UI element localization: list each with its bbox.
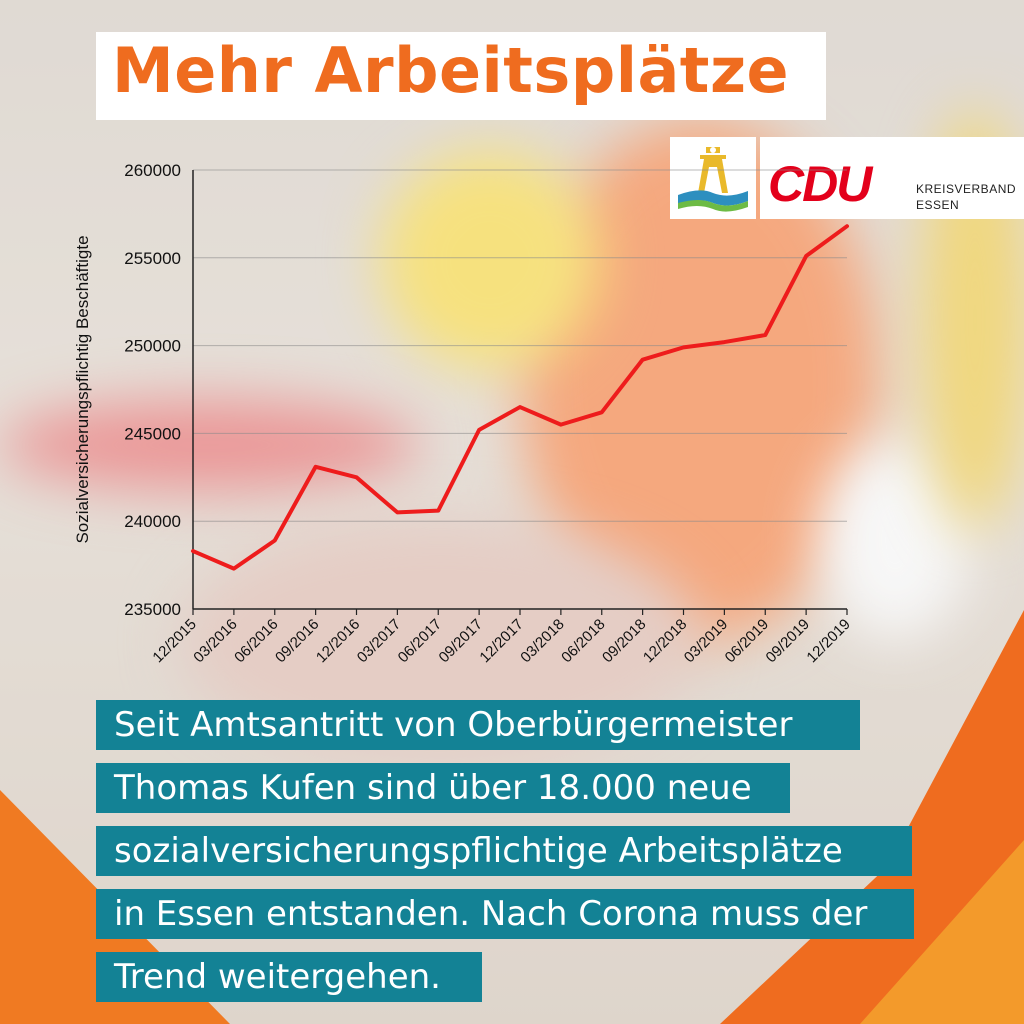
x-tick-label: 06/2017 — [395, 616, 445, 666]
x-tick-label: 06/2019 — [722, 616, 772, 666]
x-tick-label: 06/2018 — [558, 616, 608, 666]
x-tick-label: 12/2019 — [803, 616, 853, 666]
text-line: sozialversicherungspflichtige Arbeitsplä… — [114, 831, 843, 871]
x-tick-label: 03/2016 — [190, 616, 240, 666]
y-tick-label: 235000 — [124, 600, 181, 619]
essen-logo — [670, 137, 756, 219]
y-axis-ticks: 235000 240000 245000 250000 255000 260000 — [124, 161, 181, 619]
x-tick-label: 09/2016 — [272, 616, 322, 666]
y-tick-label: 260000 — [124, 161, 181, 180]
cdu-logo-subline-2: ESSEN — [916, 198, 960, 212]
x-tick-label: 03/2017 — [354, 616, 404, 666]
text-line-box — [96, 952, 482, 1002]
x-tick-label: 12/2016 — [313, 616, 363, 666]
x-tick-label: 12/2018 — [640, 616, 690, 666]
x-tick-label: 03/2018 — [517, 616, 567, 666]
y-axis-label: Sozialversicherungspflichtig Beschäftigt… — [73, 235, 92, 543]
x-axis-ticks: 12/201503/201606/201609/201612/201603/20… — [149, 609, 854, 666]
y-tick-label: 240000 — [124, 512, 181, 531]
x-tick-label: 09/2018 — [599, 616, 649, 666]
chart-gridlines — [193, 169, 847, 522]
mine-tower-icon — [678, 147, 748, 212]
cdu-logo-subline-1: KREISVERBAND — [916, 182, 1017, 196]
y-tick-label: 250000 — [124, 337, 181, 356]
employment-line-chart: 235000 240000 245000 250000 255000 260000 12/… — [73, 161, 854, 666]
title-box — [96, 32, 826, 120]
helmet-blur — [380, 150, 600, 370]
series-line — [191, 224, 849, 571]
y-tick-label: 245000 — [124, 424, 181, 443]
x-tick-label: 12/2015 — [149, 616, 199, 666]
text-line-box — [96, 826, 912, 876]
cdu-logo-box — [760, 137, 1024, 219]
text-line-box — [96, 700, 860, 750]
x-tick-label: 09/2019 — [763, 616, 813, 666]
cdu-logo-text: CDU — [768, 156, 872, 212]
text-line: in Essen entstanden. Nach Corona muss de… — [114, 894, 868, 934]
page-title: Mehr Arbeitsplätze — [112, 34, 790, 107]
x-tick-label: 03/2019 — [681, 616, 731, 666]
text-line: Trend weitergehen. — [114, 957, 441, 997]
chart-series — [191, 224, 849, 571]
x-tick-label: 12/2017 — [476, 616, 526, 666]
text-line-box — [96, 889, 914, 939]
x-tick-label: 09/2017 — [436, 616, 486, 666]
chart-axes — [192, 170, 847, 610]
text-line: Seit Amtsantritt von Oberbürgermeister — [114, 705, 793, 745]
text-line-box — [96, 763, 790, 813]
text-line: Thomas Kufen sind über 18.000 neue — [114, 768, 752, 808]
x-tick-label: 06/2016 — [231, 616, 281, 666]
y-tick-label: 255000 — [124, 249, 181, 268]
